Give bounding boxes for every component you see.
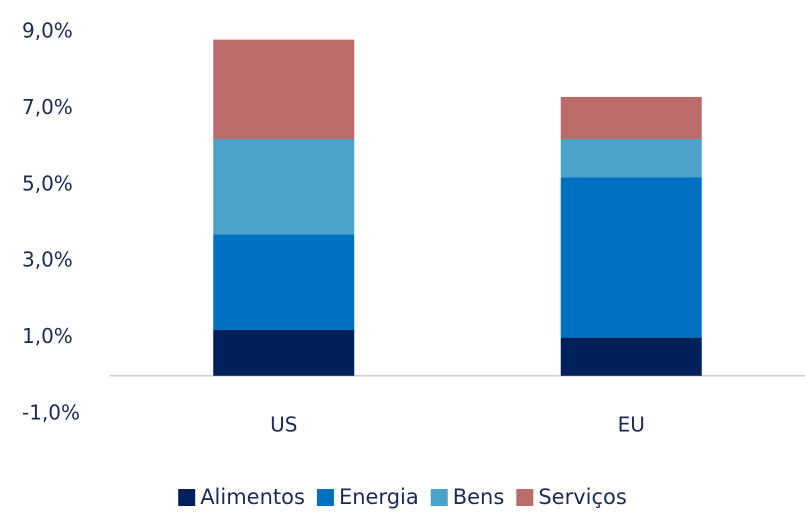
bar-segment (213, 234, 355, 330)
bar-segment (560, 337, 702, 376)
bar-segment (213, 39, 355, 139)
bar-segment (213, 138, 355, 235)
legend-label: Bens (453, 485, 505, 509)
bar-segment (560, 96, 702, 139)
y-tick-label: 3,0% (22, 248, 73, 272)
legend-label: Alimentos (200, 485, 305, 509)
bar-segment (560, 177, 702, 338)
bar-segment (213, 329, 355, 376)
legend-swatch (430, 489, 448, 506)
y-tick-label: 5,0% (22, 171, 73, 195)
y-tick-label: -1,0% (22, 401, 80, 425)
legend-swatch (316, 489, 334, 506)
bar-segment (560, 138, 702, 178)
y-tick-label: 9,0% (22, 19, 73, 43)
legend-label: Energia (339, 485, 419, 509)
x-tick-label: US (270, 413, 297, 437)
legend-swatch (516, 489, 534, 506)
y-tick-label: 7,0% (22, 95, 73, 119)
x-tick-label: EU (618, 413, 645, 437)
y-tick-label: 1,0% (22, 324, 73, 348)
legend-swatch (178, 489, 196, 506)
legend-label: Serviços (538, 485, 626, 509)
